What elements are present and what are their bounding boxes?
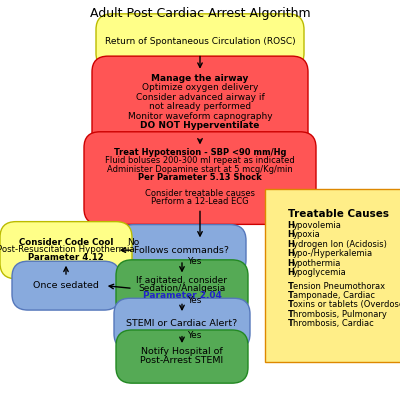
- Text: ypovolemia: ypovolemia: [293, 221, 342, 230]
- Text: hrombosis, Cardiac: hrombosis, Cardiac: [293, 320, 373, 328]
- Text: Yes: Yes: [187, 257, 202, 266]
- Text: H: H: [288, 230, 294, 239]
- Text: Administer Dopamine start at 5 mcg/Kg/min: Administer Dopamine start at 5 mcg/Kg/mi…: [107, 165, 293, 174]
- FancyBboxPatch shape: [116, 260, 248, 317]
- Text: H: H: [288, 259, 294, 268]
- Text: Optimize oxygen delivery: Optimize oxygen delivery: [142, 83, 258, 92]
- Text: T: T: [288, 320, 293, 328]
- Text: H: H: [288, 249, 294, 258]
- Text: ension Pneumothorax: ension Pneumothorax: [293, 282, 385, 290]
- FancyBboxPatch shape: [84, 132, 316, 225]
- Text: No: No: [127, 238, 139, 247]
- Text: amponade, Cardiac: amponade, Cardiac: [293, 291, 375, 300]
- Text: Return of Spontaneous Circulation (ROSC): Return of Spontaneous Circulation (ROSC): [105, 37, 295, 46]
- Text: ypothermia: ypothermia: [293, 259, 341, 268]
- Text: Parameter 2.04: Parameter 2.04: [142, 291, 222, 300]
- Text: Yes: Yes: [187, 296, 202, 305]
- Text: not already performed: not already performed: [149, 102, 251, 111]
- Text: Treatable Causes: Treatable Causes: [288, 208, 388, 219]
- Text: Consider advanced airway if: Consider advanced airway if: [136, 93, 264, 102]
- Text: If agitated, consider: If agitated, consider: [136, 276, 228, 285]
- Text: hrombosis, Pulmonary: hrombosis, Pulmonary: [293, 310, 386, 319]
- Text: T: T: [288, 291, 293, 300]
- Text: Perform a 12-Lead ECG: Perform a 12-Lead ECG: [151, 197, 249, 206]
- Text: Adult Post Cardiac Arrest Algorithm: Adult Post Cardiac Arrest Algorithm: [90, 7, 310, 20]
- Text: oxins or tablets (Overdose): oxins or tablets (Overdose): [293, 301, 400, 309]
- Text: Notify Hospital of: Notify Hospital of: [141, 347, 223, 356]
- FancyBboxPatch shape: [12, 261, 120, 310]
- Text: H: H: [288, 221, 294, 230]
- Text: Treat Hypotension - SBP <90 mm/Hg: Treat Hypotension - SBP <90 mm/Hg: [114, 149, 286, 157]
- Text: ypoxia: ypoxia: [293, 230, 320, 239]
- Text: Manage the airway: Manage the airway: [151, 74, 249, 83]
- Text: Yes: Yes: [187, 331, 202, 340]
- FancyBboxPatch shape: [96, 14, 304, 69]
- Text: T: T: [288, 301, 293, 309]
- Text: Monitor waveform capnography: Monitor waveform capnography: [128, 112, 272, 121]
- FancyBboxPatch shape: [92, 56, 308, 153]
- Text: Parameter 4.12: Parameter 4.12: [28, 253, 104, 262]
- Text: STEMI or Cardiac Alert?: STEMI or Cardiac Alert?: [126, 320, 238, 328]
- Text: Once sedated: Once sedated: [33, 281, 99, 290]
- Text: T: T: [288, 310, 293, 319]
- Text: H: H: [288, 268, 294, 277]
- Text: Consider Code Cool: Consider Code Cool: [19, 238, 113, 247]
- Text: H: H: [288, 240, 294, 249]
- Text: Post-Arrest STEMI: Post-Arrest STEMI: [140, 356, 224, 365]
- FancyBboxPatch shape: [118, 225, 246, 276]
- Text: Fluid boluses 200-300 ml repeat as indicated: Fluid boluses 200-300 ml repeat as indic…: [105, 156, 295, 165]
- Text: Per Parameter 5.13 Shock: Per Parameter 5.13 Shock: [138, 173, 262, 182]
- Text: Sedation/Analgesia: Sedation/Analgesia: [138, 284, 226, 292]
- Text: Post-Resuscitation Hypothermia: Post-Resuscitation Hypothermia: [0, 245, 135, 254]
- Text: ypo-/Hyperkalemia: ypo-/Hyperkalemia: [293, 249, 373, 258]
- Text: Consider treatable causes: Consider treatable causes: [145, 189, 255, 198]
- FancyBboxPatch shape: [114, 298, 250, 349]
- FancyBboxPatch shape: [116, 330, 248, 383]
- Text: T: T: [288, 282, 293, 290]
- Text: Follows commands?: Follows commands?: [134, 246, 230, 255]
- FancyBboxPatch shape: [265, 189, 400, 362]
- FancyBboxPatch shape: [0, 221, 132, 279]
- Text: DO NOT Hyperventilate: DO NOT Hyperventilate: [140, 121, 260, 130]
- Text: ydrogen Ion (Acidosis): ydrogen Ion (Acidosis): [293, 240, 386, 249]
- Text: ypoglycemia: ypoglycemia: [293, 268, 346, 277]
